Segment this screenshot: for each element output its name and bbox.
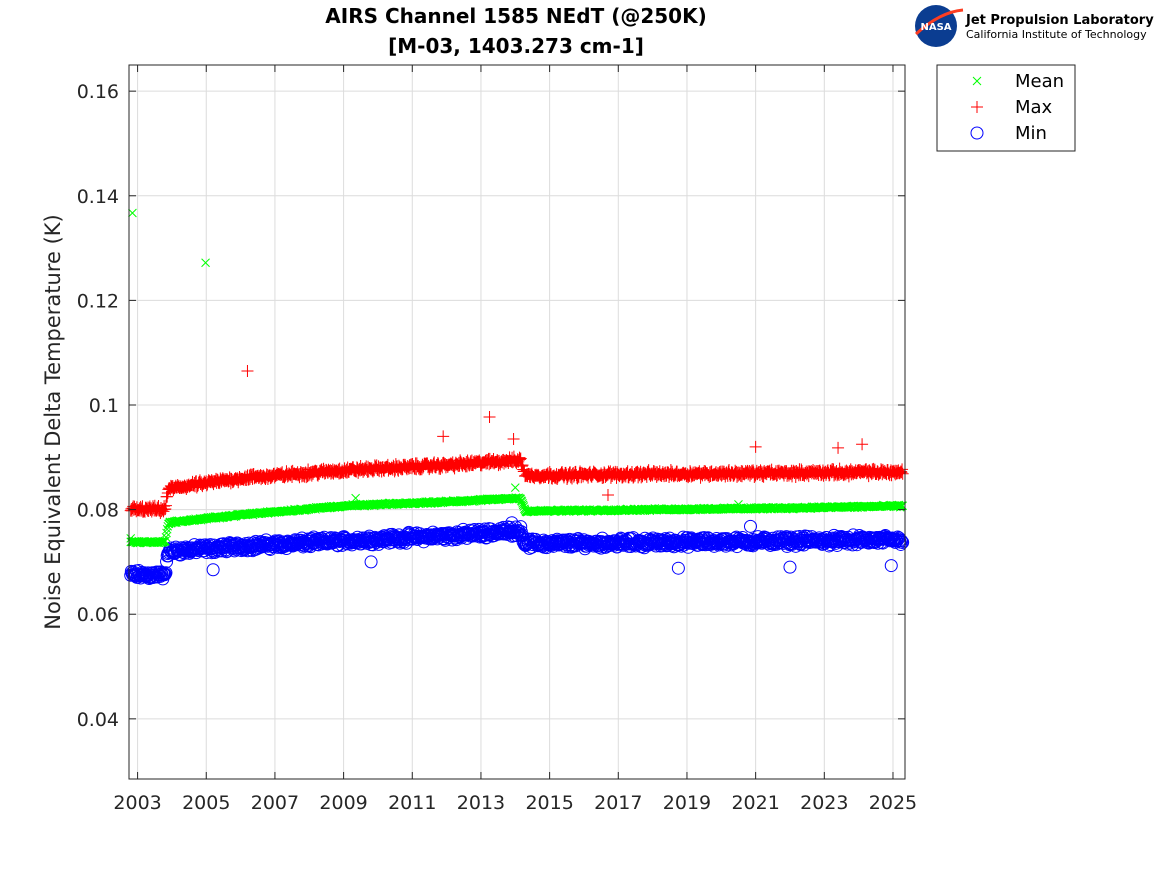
x-tick-label: 2019 [663,792,711,814]
data-point [160,536,170,546]
data-point [515,460,528,473]
x-tick-label: 2009 [319,792,367,814]
outlier-point [832,441,845,454]
outlier-point [364,555,378,569]
logo-name: Jet Propulsion Laboratory [965,13,1154,28]
outlier-point [856,438,869,451]
outlier-point [743,519,757,533]
data-point [159,502,172,515]
jpl-logo: NASA Jet Propulsion Laboratory Californi… [914,5,1154,47]
outlier-point [241,365,254,377]
data-point [514,520,528,534]
x-tick-label: 2003 [113,792,161,814]
outlier-point [128,208,137,218]
data-point [517,497,527,506]
outlier-point [483,411,496,424]
legend-marker [972,76,982,86]
x-tick-label: 2023 [800,792,848,814]
legend-label: Min [1015,123,1047,144]
outlier-point [783,560,797,574]
data-point [514,452,527,465]
data-point [516,494,526,504]
series-max [124,365,909,519]
x-tick-label: 2017 [594,792,642,814]
outlier-point [671,561,685,575]
data-point [891,532,905,546]
nasa-badge-text: NASA [920,22,951,33]
data-point [157,505,170,518]
data-point [518,498,527,508]
logo-subtitle: California Institute of Technology [966,28,1147,41]
data-point [159,499,172,512]
outlier-point [734,500,743,509]
outlier-point [437,430,450,443]
plot-area [129,65,905,779]
outlier-point [505,516,519,530]
y-tick-label: 0.12 [77,290,119,312]
outlier-point [126,534,136,543]
outlier-point [507,433,520,445]
x-tick-label: 2005 [182,792,230,814]
chart-title-line-1: AIRS Channel 1585 NEdT (@250K) [325,4,706,28]
x-tick-label: 2021 [731,792,779,814]
x-tick-label: 2011 [388,792,436,814]
legend-label: Max [1015,97,1053,118]
grid [129,65,905,779]
legend: Mean Max Min [936,64,1076,152]
x-tick-label: 2007 [251,792,299,814]
x-tick-label: 2015 [525,792,573,814]
y-tick-label: 0.16 [77,81,119,103]
chart-title-line-2: [M-03, 1403.273 cm-1] [388,34,644,58]
data-point [896,467,909,480]
outlier-point [206,563,220,577]
x-tick-label: 2013 [457,792,505,814]
ticks: 2003 2005 2007 2009 2011 2013 2015 2017 2019 2021… [77,65,917,814]
legend-marker [971,101,983,113]
data-point [513,451,526,464]
outlier-point [884,559,898,573]
outlier-point [351,493,360,503]
outlier-point [601,488,614,501]
data-point [159,566,173,580]
y-tick-label: 0.14 [77,186,119,208]
axes-frame [128,64,906,780]
outlier-point [749,440,762,453]
outlier-point [201,258,210,268]
data-point [514,453,527,466]
series-min [124,516,910,586]
outlier-point [510,483,520,492]
series-layer [124,208,910,586]
y-tick-label: 0.06 [77,604,119,626]
y-tick-label: 0.1 [89,395,119,417]
data-point [158,568,172,582]
data-point [894,537,908,551]
y-axis-label: Noise Equivalent Delta Temperature (K) [41,214,65,630]
y-tick-label: 0.08 [77,500,119,522]
y-tick-label: 0.04 [77,709,119,731]
series-mean [126,208,908,548]
legend-box [936,64,1076,152]
x-tick-label: 2025 [869,792,917,814]
legend-marker [970,126,984,140]
legend-label: Mean [1015,71,1064,92]
data-point [896,535,910,549]
nasa-swoosh-icon [914,8,964,36]
